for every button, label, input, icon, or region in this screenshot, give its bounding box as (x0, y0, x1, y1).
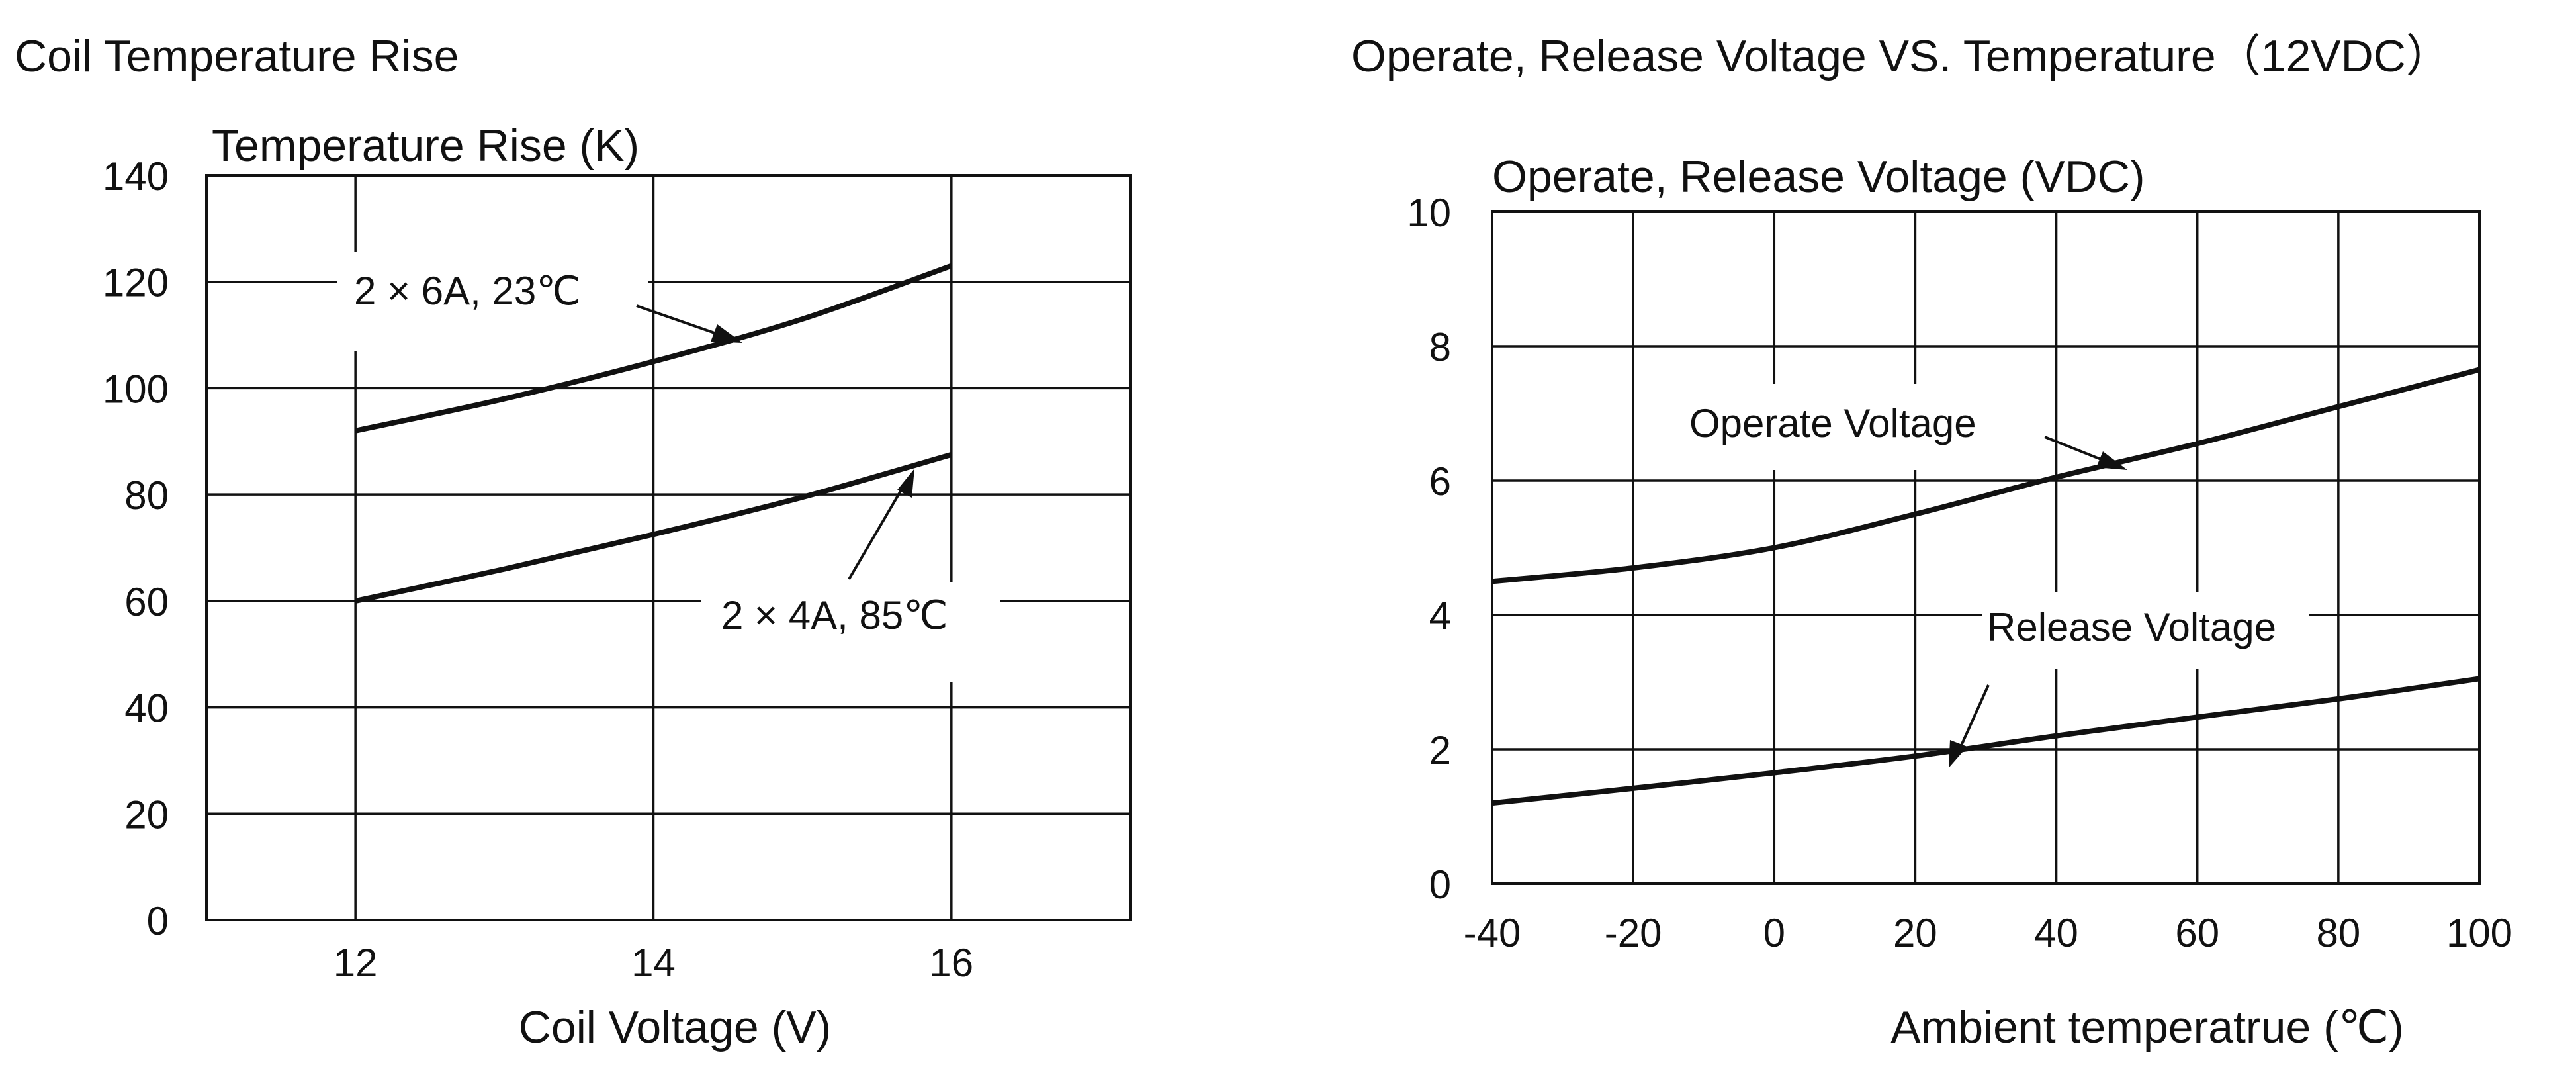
chart2-xlabel: Ambient temperatrue (℃) (1890, 1002, 2404, 1052)
chart1-arrow-2-head (897, 469, 914, 498)
chart2-x-tick-label: 100 (2446, 911, 2512, 955)
chart2-arrow-1-head (2096, 451, 2127, 470)
chart2-x-tick-label: 80 (2316, 911, 2360, 955)
chart2-grid (1492, 212, 2479, 884)
chart1-arrow-2-line (848, 482, 907, 581)
chart1-series-1-line (355, 263, 953, 434)
chart1-title: Coil Temperature Rise (15, 31, 459, 81)
chart1-y-tick-label: 60 (124, 580, 169, 624)
chart2-annotations: Operate Voltage Release Voltage (1681, 384, 2309, 768)
chart1-y-tick-label: 40 (124, 686, 169, 731)
chart1-arrow-1-head (711, 324, 742, 343)
chart2-series-1-line (1491, 367, 2481, 584)
chart1-series (355, 263, 953, 604)
operate-release-voltage-chart: Operate, Release Voltage VS. Temperature… (1351, 31, 2512, 1052)
chart1-y-tick-label: 100 (103, 367, 169, 411)
chart1-arrow-1-line (636, 304, 729, 339)
chart2-title: Operate, Release Voltage VS. Temperature… (1351, 31, 2451, 81)
chart1-annotations: 2 × 6A, 23℃ 2 × 4A, 85℃ (337, 252, 1000, 682)
chart1-series-2-line (355, 452, 952, 604)
chart2-y-tick-label: 10 (1407, 191, 1451, 235)
chart2-ticks: -40 -20 0 20 40 60 80 100 0 2 4 6 8 10 (1407, 191, 2512, 955)
chart2-x-tick-label: 0 (1763, 911, 1785, 955)
chart2-label-bg-2 (1982, 592, 2309, 669)
chart1-ticks: 12 14 16 0 20 40 60 80 100 120 140 (103, 154, 973, 985)
chart2-series-2-line (1491, 676, 2480, 806)
chart2-y-tick-label: 8 (1429, 325, 1451, 369)
chart1-x-tick-label: 14 (631, 941, 676, 985)
chart1-series-1-label: 2 × 6A, 23℃ (354, 269, 581, 313)
chart1-series-2-label: 2 × 4A, 85℃ (721, 593, 948, 637)
coil-temperature-rise-chart: Coil Temperature Rise Temperature Rise (… (15, 31, 1132, 1052)
chart2-y-tick-label: 4 (1429, 594, 1451, 638)
chart2-x-tick-label: 40 (2034, 911, 2078, 955)
chart1-x-tick-label: 16 (929, 941, 973, 985)
chart2-arrow-2-head (1949, 740, 1967, 768)
chart2-plot-frame (1491, 210, 2481, 885)
chart2-series-1-label: Operate Voltage (1689, 401, 1976, 445)
chart2-x-tick-label: -40 (1464, 911, 1521, 955)
chart2-series (1491, 367, 2481, 806)
chart1-x-tick-label: 12 (333, 941, 378, 985)
chart1-y-tick-label: 20 (124, 792, 169, 837)
chart2-series-2-label: Release Voltage (1987, 605, 2276, 649)
chart2-ylabel: Operate, Release Voltage (VDC) (1492, 152, 2145, 202)
chart1-y-tick-label: 140 (103, 154, 169, 199)
chart2-x-tick-label: 60 (2175, 911, 2219, 955)
chart1-y-tick-label: 80 (124, 473, 169, 518)
chart1-y-tick-label: 0 (147, 899, 169, 943)
chart2-label-bg-1 (1681, 384, 2025, 470)
chart2-x-tick-label: 20 (1893, 911, 1937, 955)
chart1-label-bg-1 (337, 252, 648, 351)
chart1-label-bg-2 (701, 582, 1000, 682)
chart1-plot-frame (205, 174, 1132, 921)
chart2-arrow-2-line (1957, 684, 1990, 752)
chart2-y-tick-label: 6 (1429, 459, 1451, 504)
chart2-y-tick-label: 2 (1429, 728, 1451, 772)
chart1-y-tick-label: 120 (103, 261, 169, 305)
chart1-xlabel: Coil Voltage (V) (519, 1002, 831, 1052)
chart2-x-tick-label: -20 (1605, 911, 1662, 955)
chart2-y-tick-label: 0 (1429, 862, 1451, 907)
chart1-ylabel: Temperature Rise (K) (212, 120, 639, 171)
